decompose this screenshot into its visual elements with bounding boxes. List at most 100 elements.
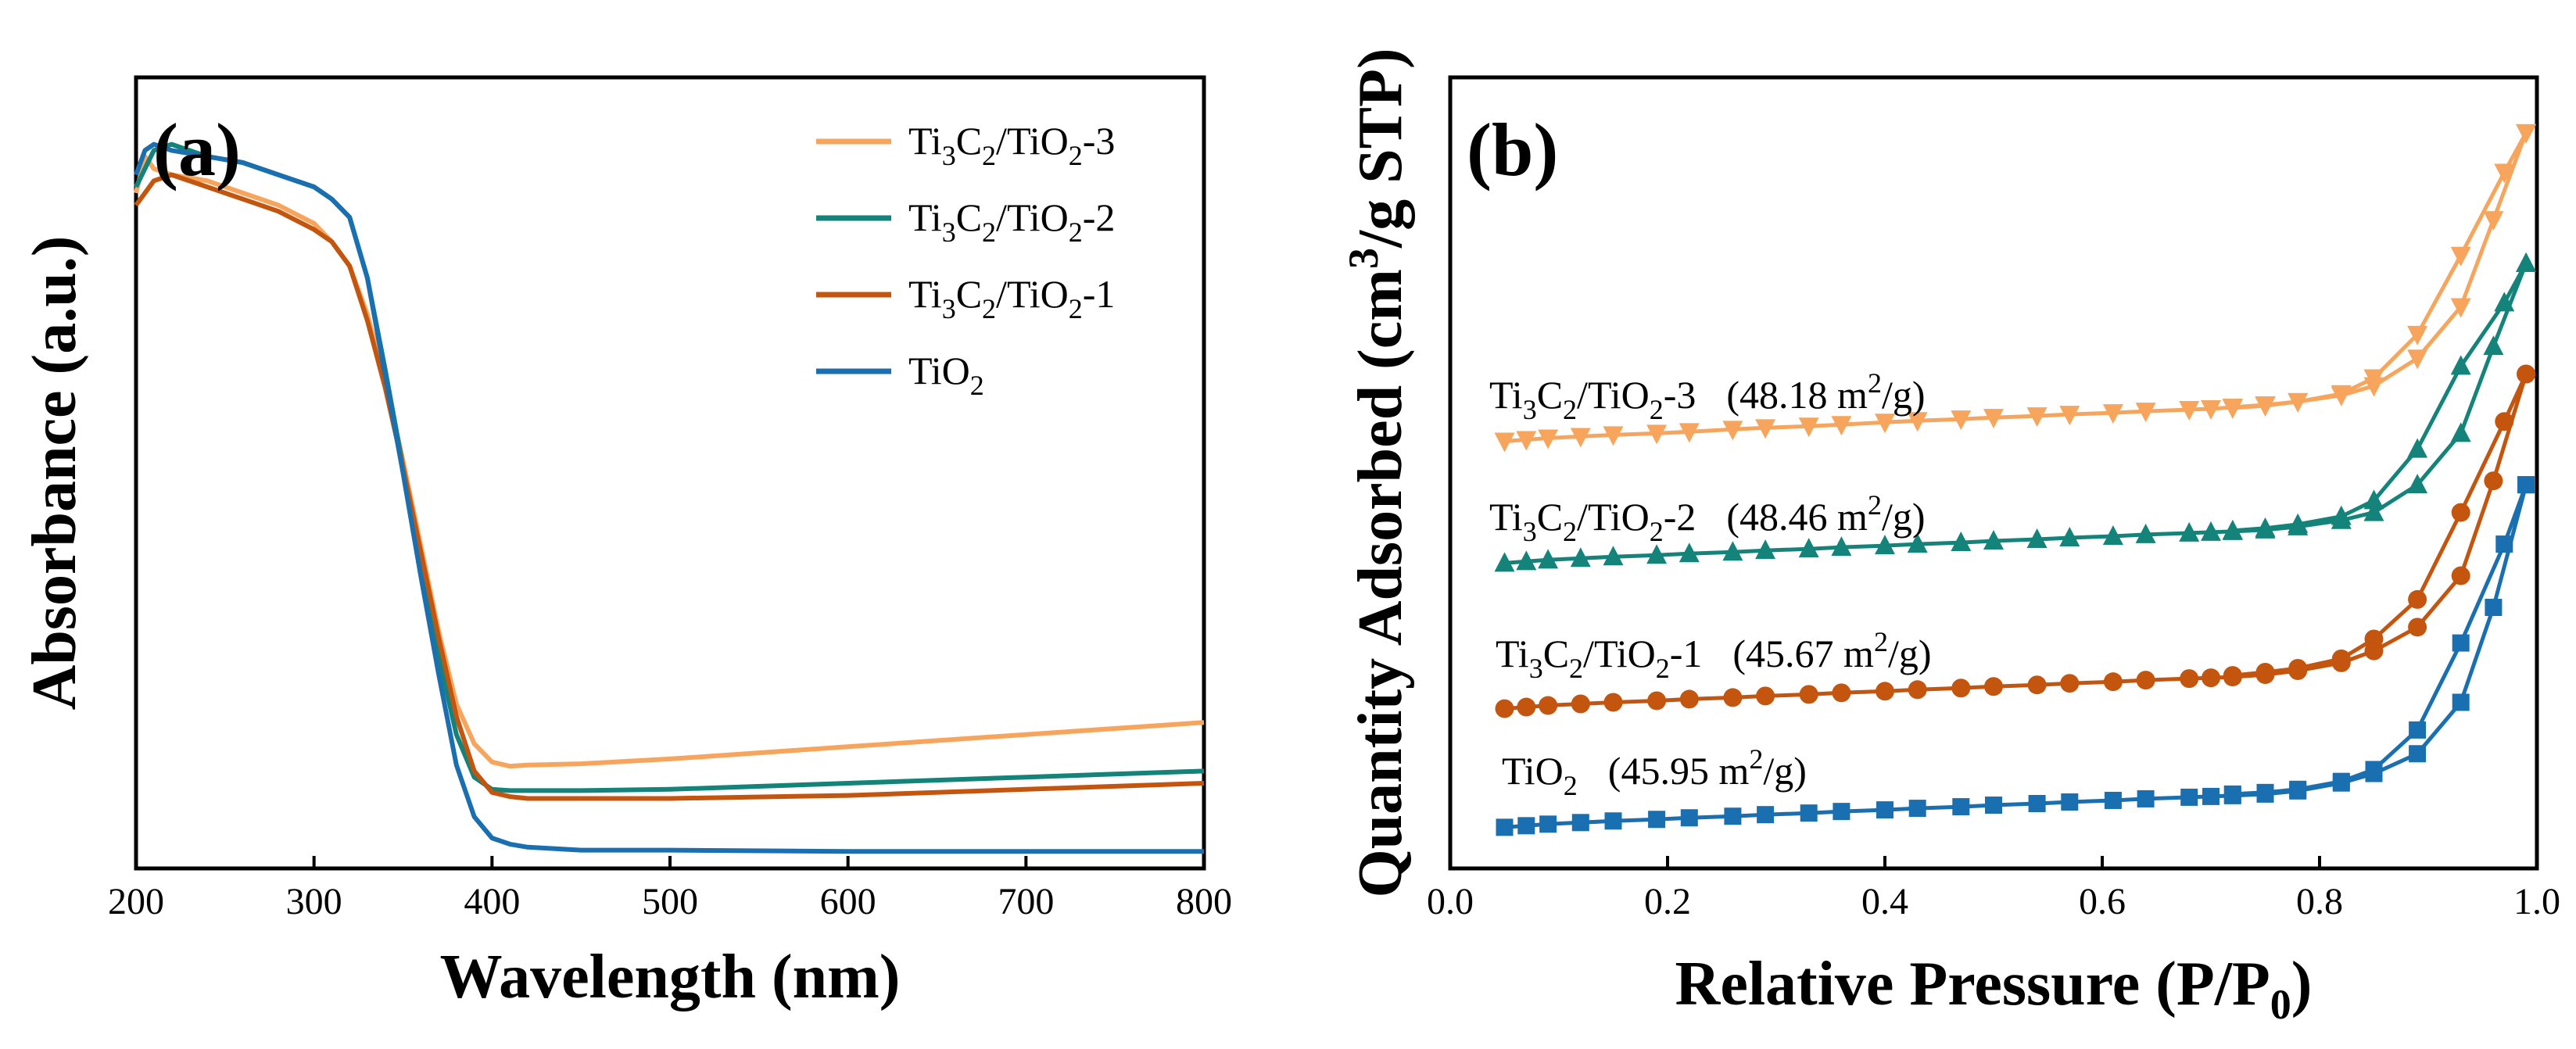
panel-a-series-line-tc3 — [134, 154, 1205, 769]
panel-b-marker-tc2 — [2494, 292, 2515, 312]
panel-b-marker-tc2 — [1646, 544, 1668, 564]
panel-b-marker-tc1 — [1908, 680, 1927, 700]
panel-b-marker-tc1 — [2288, 658, 2308, 678]
panel-b-marker-tc1 — [2136, 671, 2155, 690]
panel-b-marker-tio2 — [1876, 801, 1893, 819]
panel-a-uv-vis: 200 300 400 500 600 700 800 (a) Ti3C2/TiO2-3Ti… — [20, 75, 1232, 1011]
panel-b-marker-tc3 — [1831, 416, 1852, 436]
panel-b-marker-tio2 — [1985, 797, 2002, 814]
panel-b-marker-tc3 — [2494, 163, 2515, 184]
panel-a-legend-label-tc2: Ti3C2/TiO2-2 — [908, 195, 1115, 248]
panel-a-x-ticks: 200 300 400 500 600 700 800 — [108, 856, 1232, 922]
panel-b-x-axis-title: Relative Pressure (P/P0) — [1675, 950, 2313, 1028]
panel-b-marker-tc1 — [2223, 666, 2242, 686]
panel-b-marker-tc3 — [2102, 404, 2123, 424]
panel-b-marker-tc1 — [1647, 691, 1667, 711]
panel-b-marker-tc3 — [2288, 392, 2309, 413]
panel-b-marker-tio2 — [1496, 818, 1514, 836]
panel-b-marker-tio2 — [1604, 812, 1622, 830]
panel-b-marker-tc2 — [2483, 335, 2504, 356]
panel-b-marker-tc2 — [2516, 252, 2537, 272]
panel-b-marker-tc2 — [2363, 501, 2384, 521]
panel-b-annotation-tc2: Ti3C2/TiO2-2 (48.46 m2/g) — [1489, 489, 1925, 547]
panel-b-marker-tc3 — [1494, 432, 1515, 453]
panel-b-x-tick-label: 0.6 — [2079, 881, 2126, 922]
panel-b-marker-tio2 — [1517, 817, 1535, 835]
panel-b-marker-tc3 — [2201, 400, 2221, 421]
panel-b-marker-tio2 — [2289, 780, 2307, 798]
panel-b-marker-tc3 — [1603, 426, 1624, 446]
panel-b-marker-tio2 — [2409, 745, 2427, 763]
panel-b-marker-tio2 — [1571, 814, 1589, 832]
panel-b-marker-tc2 — [2102, 524, 2123, 545]
panel-b-marker-tc3 — [1983, 409, 2004, 429]
panel-b-marker-tc1 — [2060, 674, 2080, 693]
panel-b-marker-tio2 — [2202, 787, 2220, 805]
panel-a-label: (a) — [153, 108, 241, 192]
panel-b-x-tick-label: 1.0 — [2513, 881, 2560, 922]
panel-b-marker-tc2 — [2026, 528, 2048, 549]
panel-b-marker-tc3 — [1907, 412, 1928, 432]
panel-b-x-tick-label: 0.0 — [1427, 881, 1474, 922]
panel-b-marker-tio2 — [1648, 811, 1666, 829]
panel-b-series-tc2 — [1494, 252, 2537, 572]
panel-b-marker-tc2 — [1722, 541, 1743, 561]
panel-b-marker-tc3 — [1570, 428, 1591, 448]
panel-b-marker-tc2 — [1755, 539, 1776, 560]
panel-a-legend-label-tc1: Ti3C2/TiO2-1 — [908, 272, 1115, 324]
panel-b-marker-tc2 — [1570, 547, 1591, 567]
panel-a-y-axis-title: Absorbance (a.u.) — [20, 236, 89, 711]
panel-b-marker-tc1 — [2103, 672, 2123, 692]
panel-b-marker-tc3 — [2059, 406, 2080, 426]
panel-b-marker-tio2 — [2223, 785, 2241, 803]
panel-b-marker-tc1 — [2451, 503, 2470, 522]
panel-b-marker-tio2 — [2485, 599, 2503, 617]
panel-b-marker-tc3 — [2331, 385, 2352, 405]
panel-a-legend: Ti3C2/TiO2-3 Ti3C2/TiO2-2 Ti3C2/TiO2-1 TiO2… — [816, 119, 1115, 401]
panel-b-marker-tio2 — [1800, 804, 1818, 822]
panel-b-marker-tc1 — [2331, 649, 2351, 668]
panel-b-marker-tc2 — [1516, 550, 1537, 571]
panel-a-x-tick-label: 700 — [998, 881, 1054, 922]
panel-b-marker-tc2 — [1907, 533, 1928, 553]
panel-a-x-axis-title: Wavelength (nm) — [440, 943, 901, 1011]
panel-b-marker-tc3 — [2179, 401, 2200, 421]
panel-b-marker-tc3 — [1798, 417, 1819, 438]
panel-b-marker-tc3 — [2450, 246, 2471, 267]
panel-b-marker-tc1 — [2517, 364, 2536, 384]
panel-b-marker-tc1 — [1951, 678, 1971, 698]
panel-b-marker-tc2 — [2201, 521, 2221, 541]
panel-b-marker-tc2 — [1679, 542, 1700, 563]
panel-b-x-ticks: 0.0 0.2 0.4 0.6 0.8 1.0 — [1427, 856, 2560, 922]
panel-b-marker-tc3 — [2026, 407, 2048, 428]
panel-a-series-line-tio2 — [134, 141, 1204, 854]
panel-b-marker-tc2 — [1875, 535, 1895, 555]
panel-b-marker-tio2 — [1680, 809, 1698, 827]
panel-b-marker-tio2 — [2256, 783, 2274, 801]
panel-b-marker-tc2 — [2331, 505, 2352, 525]
panel-b-marker-tc3 — [2255, 396, 2276, 417]
panel-a-x-tick-label: 800 — [1176, 881, 1232, 922]
panel-b-marker-tio2 — [2180, 788, 2198, 806]
panel-b-marker-tc2 — [2135, 523, 2156, 543]
panel-b-marker-tc3 — [1516, 431, 1537, 451]
panel-b-series-tio2 — [1496, 476, 2535, 836]
panel-b-marker-tc1 — [2180, 669, 2199, 689]
panel-b-marker-tc2 — [2179, 521, 2200, 542]
panel-b-marker-tc1 — [1832, 683, 1851, 703]
panel-b-marker-tc1 — [2364, 629, 2384, 649]
panel-b-marker-tc3 — [1679, 423, 1700, 443]
panel-b-marker-tc3 — [1951, 410, 1972, 431]
panel-b-series — [1494, 124, 2537, 836]
panel-a-x-tick-label: 500 — [642, 881, 698, 922]
panel-b-marker-tio2 — [2028, 795, 2046, 813]
panel-b-x-tick-label: 0.2 — [1644, 881, 1691, 922]
panel-b-marker-tc1 — [2495, 412, 2514, 431]
panel-b-marker-tc3 — [2516, 124, 2537, 144]
panel-b-marker-tc2 — [2407, 474, 2428, 494]
panel-b-plot-frame — [1448, 75, 2539, 871]
panel-b-marker-tc3 — [1538, 429, 1559, 449]
panel-b-marker-tc2 — [1603, 546, 1624, 566]
panel-a-x-tick-label: 300 — [286, 881, 342, 922]
panel-b-marker-tc2 — [1798, 538, 1819, 558]
